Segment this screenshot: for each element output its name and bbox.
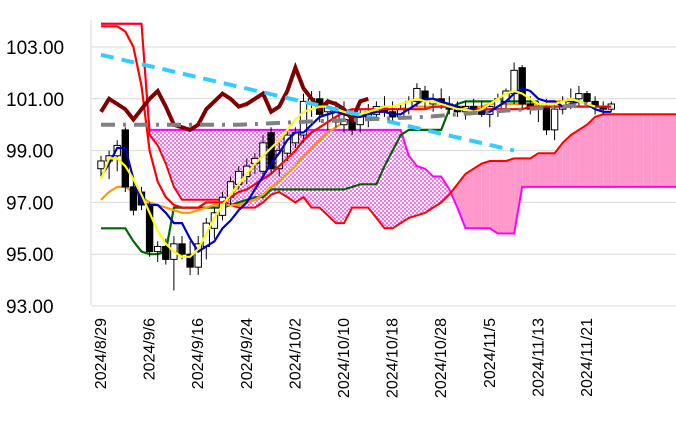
cloud-bear-segment <box>352 129 361 208</box>
cloud-bear-segment <box>311 129 320 208</box>
x-tick-label: 2024/10/28 <box>433 318 450 398</box>
x-tick-label: 2024/11/21 <box>579 318 596 397</box>
leading-span-b-line <box>101 22 676 230</box>
cloud-bull-segment <box>497 160 506 234</box>
x-tick-label: 2024/10/2 <box>287 318 304 389</box>
candle-up <box>550 108 559 131</box>
candle-down <box>186 253 194 268</box>
y-tick-label: 97.00 <box>6 193 54 214</box>
y-tick-label: 95.00 <box>6 245 54 266</box>
x-tick-label: 2024/11/13 <box>530 318 547 397</box>
cloud-bull-segment <box>522 158 531 187</box>
cloud-bull-segment <box>619 114 628 187</box>
x-tick-label: 2024/10/10 <box>336 318 353 398</box>
cloud-bull-segment <box>627 114 636 187</box>
cloud-bear-segment <box>157 129 166 164</box>
candle-down <box>137 191 146 206</box>
candle-up <box>194 243 202 268</box>
cloud-bear-segment <box>400 129 409 224</box>
cloud-bull-segment <box>465 168 474 229</box>
cloud-bear-segment <box>319 129 328 216</box>
cloud-bear-segment <box>206 129 215 200</box>
leading-span-a-line <box>101 22 676 235</box>
trend-line <box>100 52 515 153</box>
conversion-line <box>100 87 612 254</box>
cloud-bull-segment <box>611 114 620 187</box>
cloud-bear-segment <box>214 129 223 200</box>
candle-up <box>210 212 219 229</box>
plot-area <box>97 22 676 291</box>
candle-up <box>97 160 105 170</box>
cloud-bull-segment <box>562 135 571 187</box>
cloud-bear-segment <box>360 129 369 208</box>
x-tick-label: 2024/9/16 <box>190 318 207 389</box>
x-tick-label: 2024/9/6 <box>142 318 159 380</box>
cloud-bear-segment <box>384 129 393 229</box>
cloud-bull-segment <box>506 158 515 234</box>
cloud-bull-segment <box>554 142 563 187</box>
cloud-bull-segment <box>546 153 555 187</box>
cloud-bull-segment <box>587 116 596 187</box>
cloud-bull-segment <box>530 153 539 187</box>
cloud-bear-segment <box>416 166 425 216</box>
candle-down <box>178 243 186 255</box>
cloud-bear-segment <box>368 129 377 218</box>
cloud-bull-segment <box>473 163 482 229</box>
cloud-bear-segment <box>182 129 191 200</box>
cloud-bull-segment <box>635 114 644 187</box>
candle-down <box>162 245 170 260</box>
x-tick-label: 2024/8/29 <box>93 318 110 389</box>
cloud-bull-segment <box>570 129 579 187</box>
candle-down <box>129 186 138 211</box>
cloud-bull-segment <box>659 114 668 187</box>
y-tick-label: 101.00 <box>6 90 64 111</box>
cloud-bull-segment <box>603 114 612 187</box>
cloud-bull-segment <box>481 160 490 229</box>
y-tick-label: 103.00 <box>6 38 64 59</box>
candle-down <box>583 93 591 102</box>
y-tick-label: 99.00 <box>6 142 54 163</box>
cloud-bear-segment <box>433 176 442 208</box>
candle-up <box>275 150 283 170</box>
candle-up <box>154 245 162 253</box>
candle-up <box>413 87 421 102</box>
cloud-bear-segment <box>165 129 174 187</box>
cloud-bull-segment <box>668 114 676 187</box>
cloud-bear-segment <box>190 129 199 200</box>
cloud-bear-segment <box>198 129 207 200</box>
cloud-bull-segment <box>578 124 587 187</box>
cloud-bull-segment <box>651 114 660 187</box>
candle-up <box>299 100 308 136</box>
cloud-bear-segment <box>303 129 312 208</box>
x-tick-label: 2024/10/18 <box>385 318 402 398</box>
cloud-bear-segment <box>173 129 182 200</box>
lagging-span-line <box>99 61 369 133</box>
cloud-bear-segment <box>238 129 247 208</box>
x-tick-label: 2024/11/5 <box>482 318 499 388</box>
cloud-bull-segment <box>489 160 498 234</box>
candle-down <box>518 67 526 105</box>
cloud-bear-segment <box>376 129 385 229</box>
cloud-bear-segment <box>425 168 434 213</box>
y-tick-label: 93.00 <box>6 297 54 318</box>
candle-up <box>575 93 583 100</box>
cloud-bear-segment <box>335 129 344 224</box>
cloud-bear-segment <box>392 129 401 229</box>
cloud-bull-segment <box>643 114 652 187</box>
cloud-bear-segment <box>327 129 336 224</box>
cloud-bull-segment <box>514 158 523 234</box>
cloud-bull-segment <box>595 114 604 187</box>
cloud-bull-segment <box>457 173 466 229</box>
resistance-line <box>101 101 588 127</box>
x-tick-label: 2024/9/24 <box>239 318 256 389</box>
cloud-bear-segment <box>344 129 353 224</box>
cloud-bear-segment <box>408 155 417 218</box>
cloud-bull-segment <box>538 153 547 187</box>
candle-down <box>542 106 551 131</box>
candle-up <box>113 144 121 157</box>
